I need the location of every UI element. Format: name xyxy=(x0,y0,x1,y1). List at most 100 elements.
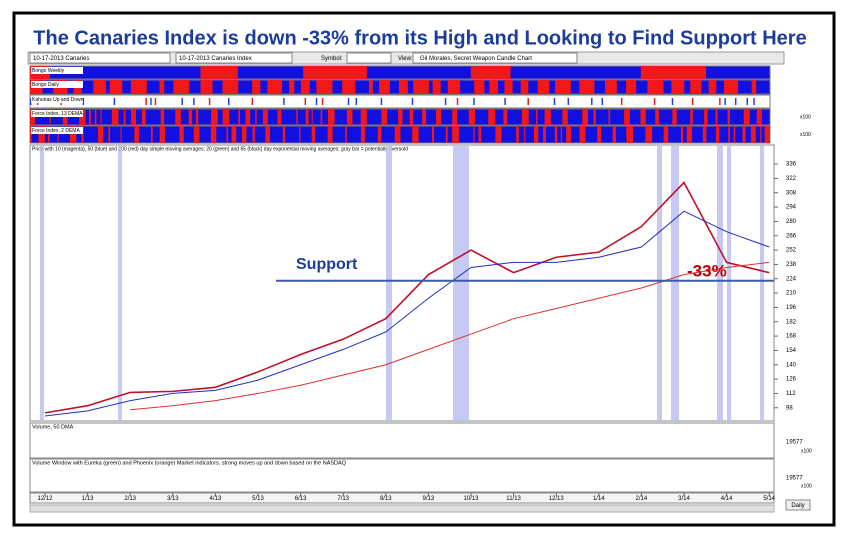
symbol-input[interactable] xyxy=(346,52,392,64)
volume-window-tick: 19577 xyxy=(786,476,803,482)
strip-segment xyxy=(520,80,529,94)
y-tick-label: 238 xyxy=(786,262,797,268)
y-tick-label: 322 xyxy=(786,176,797,182)
strip-segment xyxy=(120,126,122,143)
strip-segment xyxy=(210,109,218,125)
strip-segment xyxy=(299,126,301,143)
x-tick-label: 8/13 xyxy=(380,496,392,502)
y-tick-label: 280 xyxy=(786,219,797,225)
view-select[interactable] xyxy=(412,52,578,64)
strip-segment xyxy=(488,109,496,125)
strip-segment xyxy=(503,109,508,125)
x-tick-label: 3/13 xyxy=(167,496,179,502)
strip-segment xyxy=(452,126,459,143)
strip-segment xyxy=(591,98,593,105)
strip-segment xyxy=(321,98,324,105)
strip-segment xyxy=(715,109,718,125)
strip-segment xyxy=(100,109,102,125)
strip-segment xyxy=(409,109,414,125)
strip-segment xyxy=(495,126,502,143)
volume-panel xyxy=(29,422,775,459)
strip-segment xyxy=(756,109,762,125)
view-select-label: Gil Morales, Secret Weapon Candle Chart xyxy=(420,56,532,62)
strip-segment xyxy=(555,80,571,94)
strip-segment xyxy=(193,98,195,105)
index-select-label: 10-17-2013 Canaries Index xyxy=(179,56,252,62)
strip-segment xyxy=(188,109,193,125)
strip-segment xyxy=(81,126,84,143)
strip-segment xyxy=(671,98,674,105)
strip-segment xyxy=(431,126,435,143)
price-panel xyxy=(29,144,775,422)
daily-button[interactable] xyxy=(785,499,811,511)
y-tick-label: 196 xyxy=(786,305,797,311)
strip-segment xyxy=(663,126,669,143)
volume-window-caption: Volume Window with Eureka (green) and Ph… xyxy=(32,460,347,466)
strip-segment xyxy=(708,80,717,94)
strip-segment xyxy=(342,80,356,94)
x-tick-label: 4/14 xyxy=(721,496,733,502)
strip-segment xyxy=(535,109,538,125)
strip-segment xyxy=(231,126,237,143)
strip-segment xyxy=(303,66,367,79)
x-tick-label: 10/13 xyxy=(463,496,479,502)
strip-segment xyxy=(640,66,707,79)
strip-segment xyxy=(282,126,286,143)
strip-segment xyxy=(567,98,570,105)
highlight-band xyxy=(717,146,723,420)
volume-tick: 19577 xyxy=(786,440,803,446)
strip-scale: x100 xyxy=(800,114,811,120)
strip-segment xyxy=(69,126,77,143)
strip-segment xyxy=(111,109,119,125)
strip-segment xyxy=(640,109,646,125)
strip-segment xyxy=(724,98,726,105)
volume-window-panel xyxy=(29,458,775,493)
strip-segment xyxy=(181,98,183,105)
strip-segment xyxy=(524,126,526,143)
strip-label-bg xyxy=(31,110,83,117)
y-tick-label: 182 xyxy=(786,319,797,325)
strip-segment xyxy=(222,80,239,94)
strip-segment xyxy=(750,126,756,143)
strip-segment xyxy=(447,80,461,94)
strip-label: Force Index, 13 DEMA xyxy=(32,111,83,117)
strip-segment xyxy=(296,109,298,125)
x-tick-label: 4/13 xyxy=(210,496,222,502)
x-tick-label: 9/13 xyxy=(423,496,435,502)
index-select[interactable] xyxy=(175,52,293,64)
strip-segment xyxy=(655,109,659,125)
strip-segment xyxy=(604,80,617,94)
price-caption: Price with 10 (magenta), 50 (blue) and 2… xyxy=(32,146,408,152)
y-tick-label: 336 xyxy=(786,162,797,168)
strip-segment xyxy=(315,98,318,105)
strip-segment xyxy=(734,98,737,105)
strip-segment xyxy=(690,80,702,94)
y-tick-label: 168 xyxy=(786,334,797,340)
scrollbar[interactable] xyxy=(29,504,775,513)
y-tick-label: 294 xyxy=(786,205,797,211)
strip-segment xyxy=(527,98,529,105)
strip-segment xyxy=(456,98,459,105)
chart-select[interactable] xyxy=(29,52,171,64)
series-line xyxy=(44,210,770,417)
strip-segment xyxy=(452,109,458,125)
strip-segment xyxy=(671,80,685,94)
strip-segment xyxy=(612,126,616,143)
strip-segment xyxy=(30,98,32,105)
strip-segment xyxy=(398,109,403,125)
strip-segment xyxy=(210,126,217,143)
strip-label: Force Index, 2 DEMA xyxy=(32,128,80,134)
strip-segment xyxy=(597,126,602,143)
strip-segment xyxy=(113,98,116,105)
x-tick-label: 5/14 xyxy=(763,496,775,502)
indicator-strips: Bongo Weekly Bongo Daily Kahunas Up and Do… xyxy=(29,65,811,144)
strip-segment xyxy=(360,109,367,125)
strip-bg xyxy=(29,94,771,109)
strip-segment xyxy=(222,109,230,125)
strip-segment xyxy=(560,126,563,143)
strip-segment xyxy=(474,80,485,94)
strip-segment xyxy=(544,109,551,125)
strip-segment xyxy=(715,126,720,143)
strip-segment xyxy=(412,126,419,143)
highlight-band xyxy=(118,146,122,420)
